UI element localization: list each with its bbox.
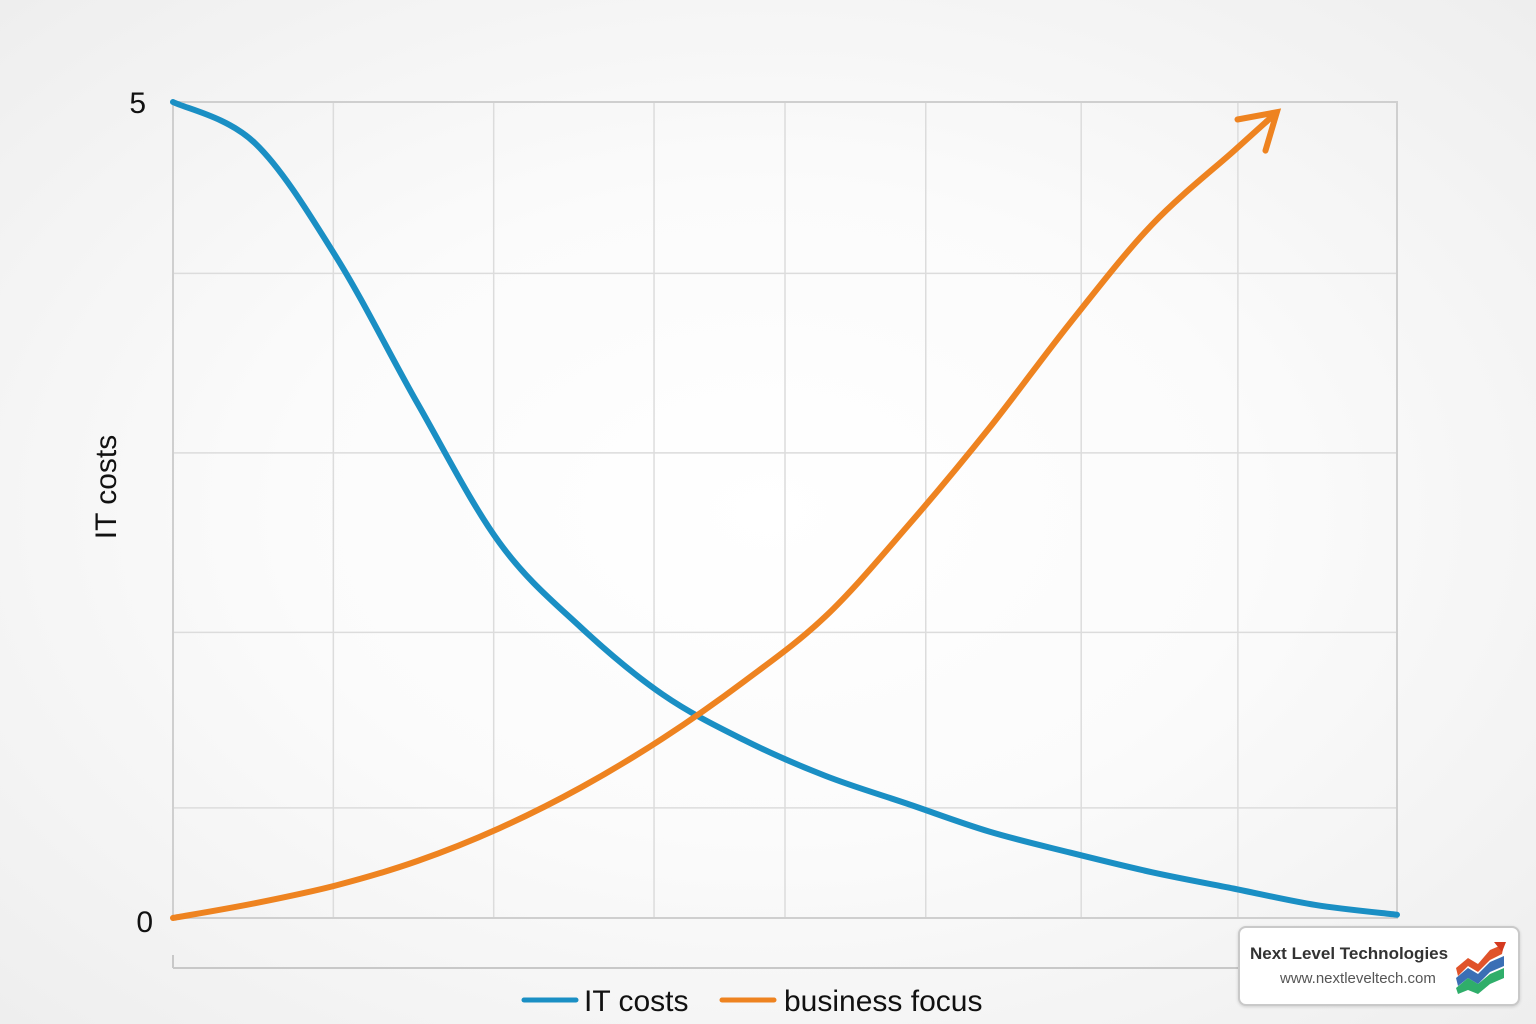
brand-url: www.nextleveltech.com — [1280, 970, 1436, 987]
brand-name: Next Level Technologies — [1250, 944, 1449, 963]
y-tick-label-max: 5 — [129, 87, 146, 120]
legend-label-it-costs: IT costs — [584, 985, 688, 1018]
series-line-it-costs — [170, 99, 1400, 918]
legend-label-business-focus: business focus — [784, 985, 982, 1018]
plot-frame — [172, 101, 1398, 919]
series-layer — [170, 99, 1400, 921]
y-axis-title: IT costs — [90, 435, 123, 539]
series-line-business-focus — [170, 118, 1270, 921]
legend: IT costs business focus — [521, 985, 982, 1018]
chart-grid — [173, 102, 1397, 918]
brand-watermark: Next Level Technologies www.nextleveltec… — [1238, 926, 1520, 1006]
arrowhead-icon — [1234, 108, 1282, 154]
y-tick-label-min: 0 — [136, 906, 153, 939]
brand-logo-icon — [1456, 942, 1506, 994]
